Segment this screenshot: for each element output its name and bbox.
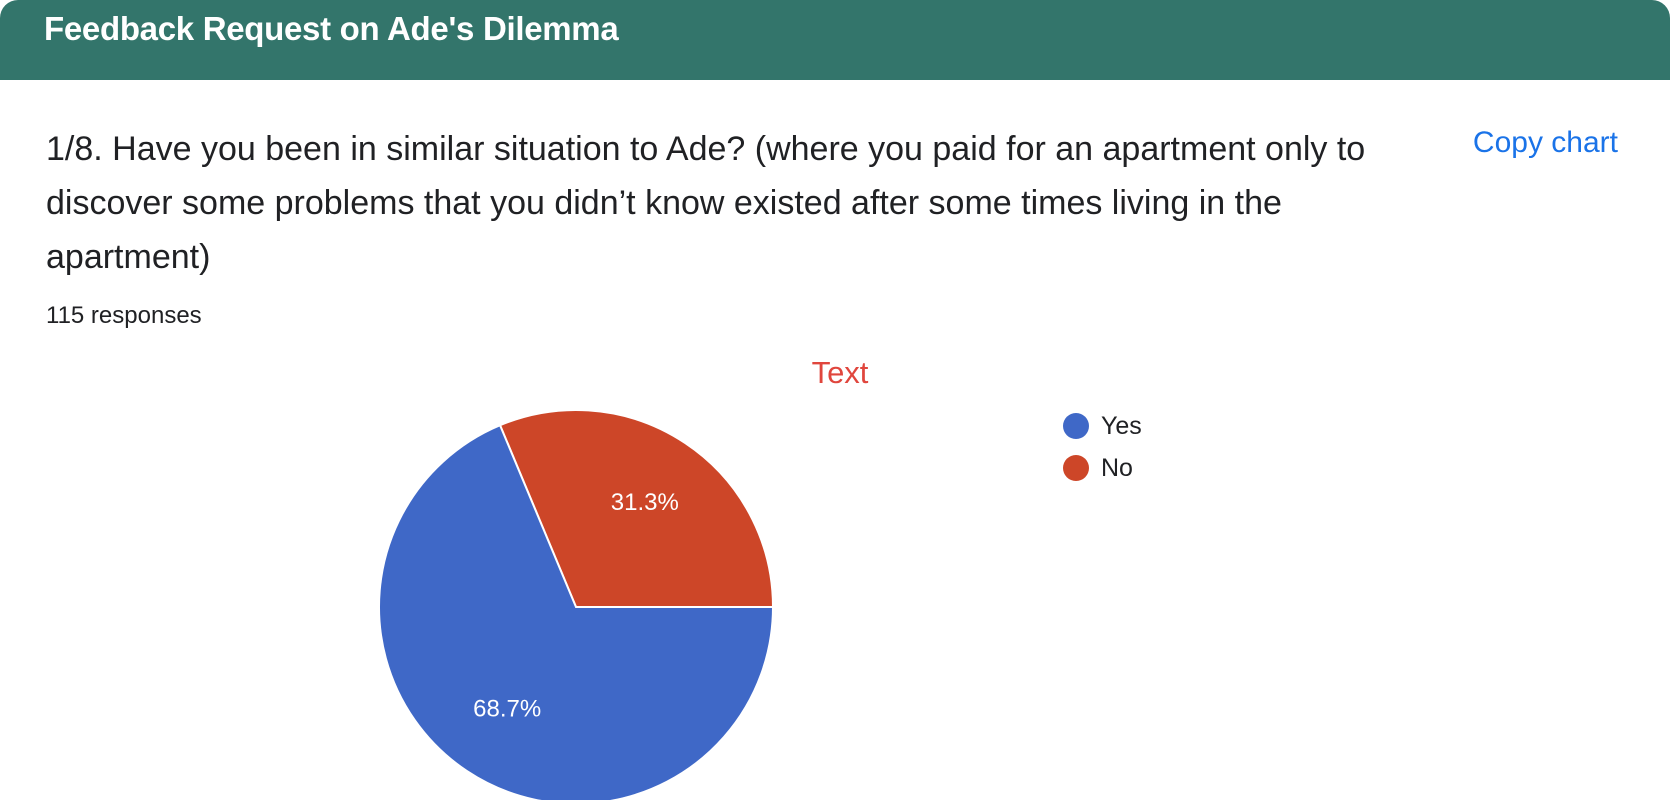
pie-slice-no[interactable] — [498, 409, 775, 608]
form-header-banner: Feedback Request on Ade's Dilemma — [0, 0, 1670, 80]
question-title: 1/8. Have you been in similar situation … — [46, 130, 1366, 276]
legend-swatch-yes — [1063, 413, 1089, 439]
legend-swatch-no — [1063, 455, 1089, 481]
copy-chart-button[interactable]: Copy chart — [1472, 126, 1618, 159]
legend-item-no: No — [1063, 447, 1142, 489]
legend-label-yes: Yes — [1101, 411, 1142, 440]
chart-legend: Yes No — [1063, 405, 1142, 489]
pie-slice-yes[interactable] — [378, 423, 775, 800]
legend-label-no: No — [1101, 453, 1133, 482]
response-count: 115 responses — [46, 302, 202, 329]
pie-label-yes: 68.7% — [473, 696, 541, 723]
chart-title: Text — [811, 355, 869, 390]
pie-label-no: 31.3% — [611, 489, 679, 516]
legend-item-yes: Yes — [1063, 405, 1142, 447]
form-title: Feedback Request on Ade's Dilemma — [44, 10, 619, 47]
